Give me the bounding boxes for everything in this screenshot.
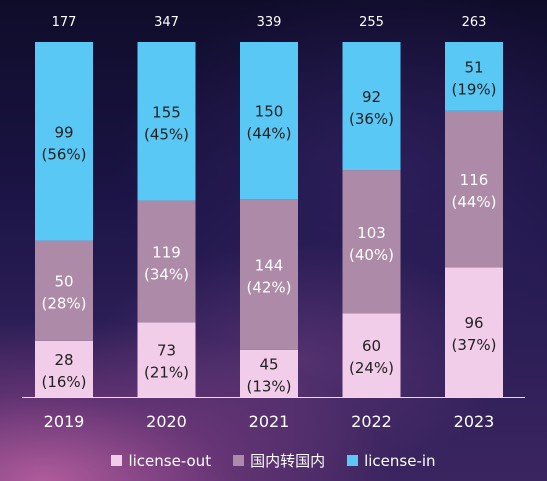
bar-2022-国内转国内 [342,170,401,314]
bar-2022-license-out [342,313,401,397]
total-label: 263 [462,15,487,30]
percent-label: (40%) [349,246,394,264]
bar-2019-license-in [35,42,93,241]
percent-label: (37%) [451,336,496,354]
percent-label: (34%) [144,265,189,283]
bar-2020-国内转国内 [137,200,196,323]
percent-label: (13%) [246,377,291,395]
value-label: 155 [152,103,181,121]
percent-label: (21%) [144,364,189,382]
percent-label: (45%) [144,125,189,143]
value-label: 150 [255,103,284,121]
value-label: 99 [54,123,73,141]
value-label: 60 [362,337,381,355]
percent-label: (56%) [41,145,86,163]
bar-2020-license-in [137,42,196,201]
percent-label: (19%) [451,80,496,98]
x-tick-label: 2021 [249,412,290,431]
legend-label: license-out [128,451,212,470]
bar-2023-license-out [445,267,503,397]
value-label: 45 [259,355,278,373]
legend-swatch [233,455,245,466]
bar-2023-license-in [445,42,503,111]
legend-label: license-in [364,451,436,470]
total-label: 347 [154,15,179,30]
value-label: 92 [362,88,381,106]
total-label: 255 [359,15,384,30]
legend-label: 国内转国内 [250,452,326,470]
bar-2019-license-out [35,340,93,397]
legend-item: license-out [111,452,211,470]
bar-2021-license-out [240,349,298,397]
percent-label: (24%) [349,359,394,377]
total-label: 339 [257,15,282,30]
bar-2021-license-in [240,42,298,200]
legend-swatch [347,455,359,466]
value-label: 119 [152,243,181,261]
x-tick-label: 2019 [44,412,85,431]
labels-layer: 28 (16%) 50 (28%) 99 (56%) 177 2019 73 (21%) 119 (3… [41,15,496,431]
value-label: 96 [464,314,483,332]
x-tick-label: 2020 [146,412,187,431]
value-label: 51 [464,58,483,76]
value-label: 73 [157,342,176,360]
value-label: 144 [255,256,284,274]
bar-2022-license-in [342,42,401,171]
bar-2023-国内转国内 [445,110,503,268]
bars-layer [35,42,503,397]
bar-2020-license-out [137,322,196,397]
percent-label: (36%) [349,110,394,128]
x-tick-label: 2023 [454,412,495,431]
bar-2021-国内转国内 [240,199,298,350]
percent-label: (28%) [41,295,86,313]
value-label: 50 [54,273,73,291]
legend-item: license-in [347,451,436,470]
value-label: 103 [357,224,386,242]
bar-2019-国内转国内 [35,240,93,341]
stacked-bar-chart: 28 (16%) 50 (28%) 99 (56%) 177 2019 73 (21%) 119 (3… [35,15,503,431]
legend: license-out 国内转国内 license-in [0,450,547,471]
percent-label: (44%) [451,193,496,211]
value-label: 28 [54,351,73,369]
percent-label: (16%) [41,373,86,391]
percent-label: (44%) [246,125,291,143]
value-label: 116 [460,171,489,189]
legend-swatch [111,455,123,466]
total-label: 177 [52,15,77,30]
x-tick-label: 2022 [351,412,392,431]
legend-item: 国内转国内 [233,450,325,471]
percent-label: (42%) [246,278,291,296]
